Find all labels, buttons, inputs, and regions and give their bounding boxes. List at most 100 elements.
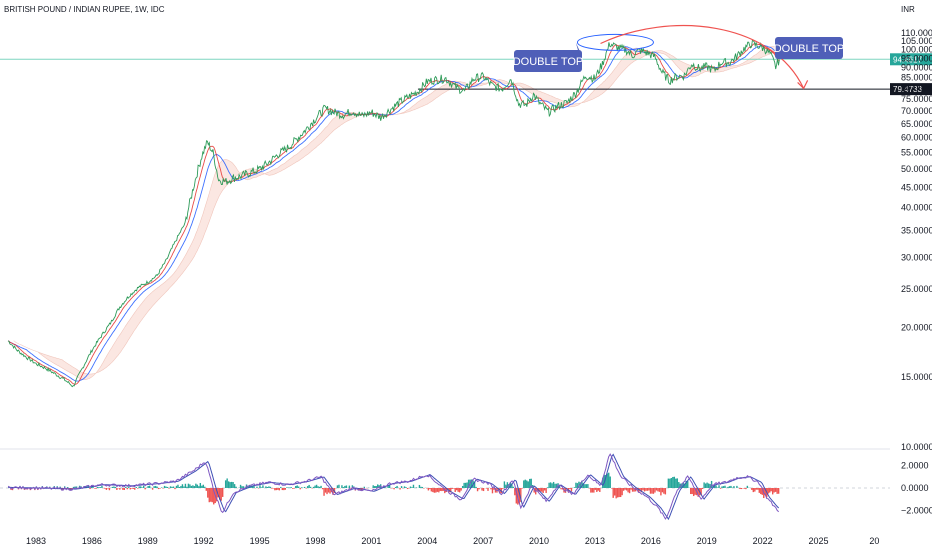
oscillator-histogram-bar: [92, 486, 94, 488]
oscillator-histogram-bar: [208, 488, 210, 503]
oscillator-histogram-bar: [594, 488, 597, 490]
oscillator-histogram-bar: [235, 486, 237, 488]
y-tick-label: 90.0000: [901, 63, 932, 73]
oscillator-histogram-bar: [655, 488, 658, 491]
oscillator-histogram-bar: [764, 488, 766, 496]
oscillator-histogram-bar: [338, 484, 340, 488]
oscillator-histogram-bar: [430, 488, 433, 492]
oscillator-histogram-bar: [221, 488, 224, 497]
oscillator-histogram-bar: [300, 487, 303, 488]
oscillator-histogram-bar: [661, 488, 664, 493]
oscillator-histogram-bar: [105, 488, 108, 490]
oscillator-histogram-bar: [442, 488, 444, 491]
oscillator-histogram-bar: [75, 486, 78, 488]
y-tick-label: 45.0000: [901, 182, 932, 192]
oscillator-histogram-bar: [524, 479, 526, 488]
oscillator-histogram-bar: [312, 486, 315, 488]
oscillator-histogram-bar: [646, 488, 649, 491]
oscillator-histogram-bar: [776, 488, 778, 494]
oscillator-histogram-bar: [232, 482, 234, 488]
oscillator-pane: [0, 453, 890, 521]
oscillator-histogram-bar: [481, 488, 483, 491]
oscillator-histogram-bar: [515, 488, 518, 504]
oscillator-histogram-bar: [186, 486, 188, 488]
oscillator-histogram-bar: [701, 488, 704, 489]
oscillator-histogram-bar: [606, 473, 608, 488]
oscillator-histogram-bar: [619, 488, 622, 498]
oscillator-histogram-bar: [624, 488, 626, 490]
oscillator-histogram-bar: [579, 482, 582, 488]
oscillator-histogram-bar: [678, 482, 680, 488]
oscillator-histogram-bar: [602, 477, 604, 488]
oscillator-histogram-bar: [290, 487, 292, 488]
oscillator-histogram-bar: [357, 488, 360, 491]
oscillator-histogram-bar: [703, 482, 705, 488]
oscillator-histogram-bar: [177, 484, 179, 488]
oscillator-histogram-bar: [296, 485, 298, 488]
oscillator-histogram-bar: [400, 486, 403, 488]
oscillator-histogram-bar: [560, 488, 562, 490]
oscillator-histogram-bar: [277, 488, 279, 490]
oscillator-histogram-bar: [722, 486, 725, 488]
oscillator-histogram-bar: [374, 486, 376, 488]
oscillator-histogram-bar: [432, 488, 434, 493]
oscillator-histogram-bar: [274, 488, 276, 491]
oscillator-histogram-bar: [694, 488, 696, 495]
oscillator-histogram-bar: [153, 486, 155, 488]
oscillator-histogram-bar: [226, 478, 228, 488]
oscillator-histogram-bar: [622, 488, 625, 491]
oscillator-histogram-bar: [333, 488, 336, 493]
oscillator-histogram-bar: [305, 488, 307, 489]
oscillator-histogram-bar: [672, 476, 674, 488]
oscillator-histogram-bar: [691, 488, 693, 495]
oscillator-histogram-bar: [704, 483, 707, 488]
oscillator-y-tick-label: −2.0000: [901, 505, 932, 515]
oscillator-histogram-bar: [317, 486, 319, 488]
oscillator-histogram-bar: [767, 488, 769, 494]
oscillator-histogram-bar: [114, 486, 117, 488]
oscillator-histogram-bar: [96, 486, 99, 488]
oscillator-histogram-bar: [476, 488, 479, 492]
oscillator-histogram-bar: [460, 488, 462, 491]
oscillator-histogram-bar: [131, 488, 133, 489]
oscillator-histogram-bar: [321, 488, 324, 490]
x-tick-label: 1986: [82, 536, 102, 546]
oscillator-histogram-bar: [283, 488, 285, 491]
y-axis: 110.0000105.0000100.000095.000090.000085…: [901, 28, 932, 515]
oscillator-histogram-bar: [351, 485, 354, 488]
oscillator-histogram-bar: [187, 483, 190, 488]
oscillator-histogram-bar: [643, 488, 646, 492]
oscillator-histogram-bar: [202, 484, 205, 488]
current-price-label: 94.4617: [893, 55, 922, 64]
current-price-badge: [890, 53, 932, 66]
oscillator-histogram-bar: [315, 484, 318, 488]
oscillator-histogram-bar: [293, 488, 295, 489]
oscillator-histogram-bar: [456, 488, 458, 491]
oscillator-main-line: [7, 453, 780, 520]
oscillator-histogram-bar: [327, 488, 330, 493]
oscillator-histogram-bar: [546, 487, 549, 488]
x-tick-label: 20: [869, 536, 879, 546]
oscillator-histogram-bar: [715, 485, 717, 488]
x-tick-label: 2013: [585, 536, 605, 546]
oscillator-histogram-bar: [229, 482, 231, 488]
oscillator-histogram-bar: [384, 487, 386, 488]
oscillator-histogram-bar: [642, 488, 644, 491]
oscillator-histogram-bar: [251, 485, 254, 488]
x-tick-label: 2016: [641, 536, 661, 546]
oscillator-histogram-bar: [506, 482, 509, 488]
oscillator-histogram-bar: [281, 488, 284, 491]
fast-moving-average-line: [7, 43, 780, 385]
oscillator-histogram-bar: [138, 486, 140, 488]
oscillator-histogram-bar: [681, 483, 683, 488]
oscillator-histogram-bar: [101, 485, 103, 488]
oscillator-histogram-bar: [441, 488, 443, 492]
oscillator-histogram-bar: [271, 488, 273, 489]
oscillator-histogram-bar: [505, 484, 507, 488]
oscillator-histogram-bar: [660, 488, 662, 496]
oscillator-histogram-bar: [475, 486, 477, 488]
oscillator-histogram-bar: [692, 488, 695, 497]
oscillator-histogram-bar: [219, 488, 221, 500]
oscillator-histogram-bar: [377, 484, 379, 488]
oscillator-histogram-bar: [721, 486, 723, 488]
